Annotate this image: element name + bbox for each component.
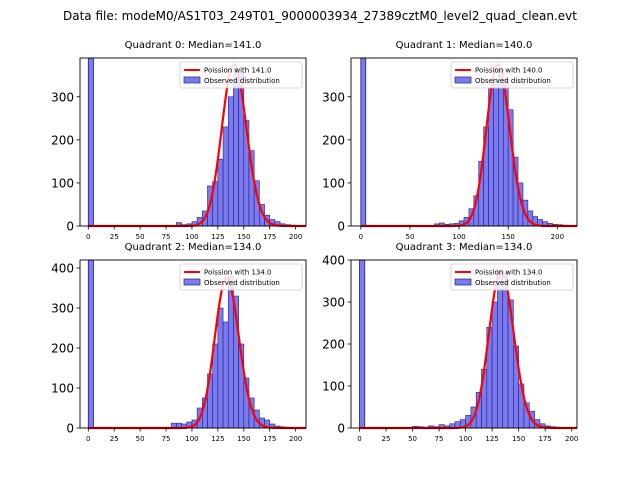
legend-observed-label: Observed distribution bbox=[204, 279, 280, 287]
y-tick-label: 200 bbox=[51, 342, 74, 356]
quadrant-3-title: Quadrant 3: Median=134.0 bbox=[396, 242, 533, 253]
x-tick-label: 200 bbox=[565, 435, 578, 443]
x-tick-label: 125 bbox=[485, 435, 498, 443]
x-tick-label: 125 bbox=[211, 233, 224, 241]
x-tick-label: 0 bbox=[86, 435, 90, 443]
y-tick-label: 300 bbox=[322, 296, 345, 310]
histogram-bar bbox=[87, 57, 94, 227]
x-tick-label: 75 bbox=[162, 233, 171, 241]
x-tick-label: 150 bbox=[502, 233, 515, 241]
legend-observed-label: Observed distribution bbox=[204, 77, 280, 85]
histogram-bar bbox=[359, 259, 366, 429]
y-tick-label: 300 bbox=[322, 90, 345, 104]
quadrant-1-panel: Quadrant 1: Median=140.0 0 50 100 150 200 0 100… bbox=[322, 40, 578, 241]
y-tick-label: 100 bbox=[322, 176, 345, 190]
x-tick-label: 100 bbox=[185, 233, 198, 241]
y-tick-label: 200 bbox=[322, 338, 345, 352]
x-tick-label: 0 bbox=[86, 233, 90, 241]
histogram-bar bbox=[217, 307, 224, 429]
histogram-bar bbox=[493, 79, 499, 227]
quadrant-3-panel: Quadrant 3: Median=134.0 0 25 50 75 100 125 150… bbox=[322, 242, 578, 443]
legend-box bbox=[450, 61, 574, 89]
x-tick-label: 200 bbox=[289, 233, 302, 241]
x-tick-label: 175 bbox=[538, 435, 551, 443]
legend-box bbox=[179, 61, 303, 89]
y-tick-label: 300 bbox=[51, 90, 74, 104]
legend-bar-swatch bbox=[454, 278, 472, 286]
y-tick-label: 100 bbox=[322, 380, 345, 394]
x-tick-label: 150 bbox=[512, 435, 525, 443]
poisson-curve bbox=[88, 63, 306, 228]
y-tick-label: 100 bbox=[51, 382, 74, 396]
legend-bar-swatch bbox=[454, 76, 472, 84]
axes-frame bbox=[350, 57, 578, 227]
x-tick-label: 75 bbox=[162, 435, 171, 443]
histogram-bar bbox=[227, 96, 234, 227]
y-tick-label: 400 bbox=[51, 262, 74, 276]
x-tick-label: 50 bbox=[136, 435, 145, 443]
histogram-bar bbox=[502, 272, 509, 429]
histogram-bar bbox=[217, 158, 224, 227]
poisson-curve bbox=[359, 269, 577, 430]
x-tick-label: 25 bbox=[382, 435, 391, 443]
histogram-bar bbox=[233, 68, 239, 227]
quadrant-2-title: Quadrant 2: Median=134.0 bbox=[125, 242, 262, 253]
legend-box bbox=[450, 263, 574, 291]
y-tick-label: 0 bbox=[66, 220, 74, 234]
x-tick-label: 75 bbox=[435, 435, 444, 443]
y-tick-label: 200 bbox=[322, 133, 345, 147]
y-tick-label: 0 bbox=[337, 220, 345, 234]
legend-bar-swatch bbox=[183, 76, 201, 84]
legend-poisson-label: Poission with 140.0 bbox=[475, 67, 543, 75]
x-tick-label: 50 bbox=[408, 435, 417, 443]
axes-frame bbox=[79, 57, 307, 227]
x-tick-label: 25 bbox=[110, 233, 119, 241]
y-tick-label: 100 bbox=[51, 176, 74, 190]
axes-frame bbox=[79, 259, 307, 429]
quadrant-2-panel: Quadrant 2: Median=134.0 0 25 50 75 100 125 150… bbox=[51, 242, 307, 443]
poisson-curve bbox=[360, 63, 577, 228]
x-tick-label: 0 bbox=[359, 233, 363, 241]
x-tick-label: 150 bbox=[237, 233, 250, 241]
x-tick-label: 125 bbox=[211, 435, 224, 443]
legend-observed-label: Observed distribution bbox=[475, 279, 551, 287]
x-tick-label: 0 bbox=[357, 435, 361, 443]
x-tick-label: 50 bbox=[136, 233, 145, 241]
x-tick-label: 175 bbox=[263, 233, 276, 241]
histogram-bar bbox=[222, 126, 229, 227]
y-tick-label: 300 bbox=[51, 302, 74, 316]
histogram-bar bbox=[497, 270, 504, 429]
histogram-bar bbox=[491, 301, 498, 429]
poisson-curve bbox=[88, 276, 306, 430]
quadrant-0-title: Quadrant 0: Median=141.0 bbox=[125, 40, 262, 51]
legend-poisson-label: Poission with 134.0 bbox=[204, 269, 272, 277]
x-tick-label: 150 bbox=[237, 435, 250, 443]
y-tick-label: 200 bbox=[51, 133, 74, 147]
histogram-bar bbox=[222, 321, 229, 429]
legend-bar-swatch bbox=[183, 278, 201, 286]
histogram-bar bbox=[212, 343, 219, 429]
y-tick-label: 400 bbox=[322, 254, 345, 268]
histogram-bar bbox=[498, 68, 504, 227]
quadrant-1-title: Quadrant 1: Median=140.0 bbox=[396, 40, 533, 51]
histogram-bar bbox=[87, 259, 94, 429]
x-tick-label: 200 bbox=[289, 435, 302, 443]
figure-title: Data file: modeM0/AS1T03_249T01_90000039… bbox=[63, 9, 577, 23]
legend-poisson-label: Poission with 134.0 bbox=[475, 269, 543, 277]
y-tick-label: 0 bbox=[337, 422, 345, 436]
x-tick-label: 100 bbox=[452, 233, 465, 241]
legend-observed-label: Observed distribution bbox=[475, 77, 551, 85]
quadrant-0-panel: Quadrant 0: Median=141.0 0 25 50 75 100 125 150… bbox=[51, 40, 307, 241]
x-tick-label: 25 bbox=[110, 435, 119, 443]
x-tick-label: 50 bbox=[405, 233, 414, 241]
legend-box bbox=[179, 263, 303, 291]
x-tick-label: 100 bbox=[459, 435, 472, 443]
histogram-bar bbox=[360, 57, 367, 227]
y-tick-label: 0 bbox=[66, 422, 74, 436]
legend-poisson-label: Poission with 141.0 bbox=[204, 67, 272, 75]
x-tick-label: 100 bbox=[185, 435, 198, 443]
x-tick-label: 175 bbox=[263, 435, 276, 443]
x-tick-label: 200 bbox=[551, 233, 564, 241]
